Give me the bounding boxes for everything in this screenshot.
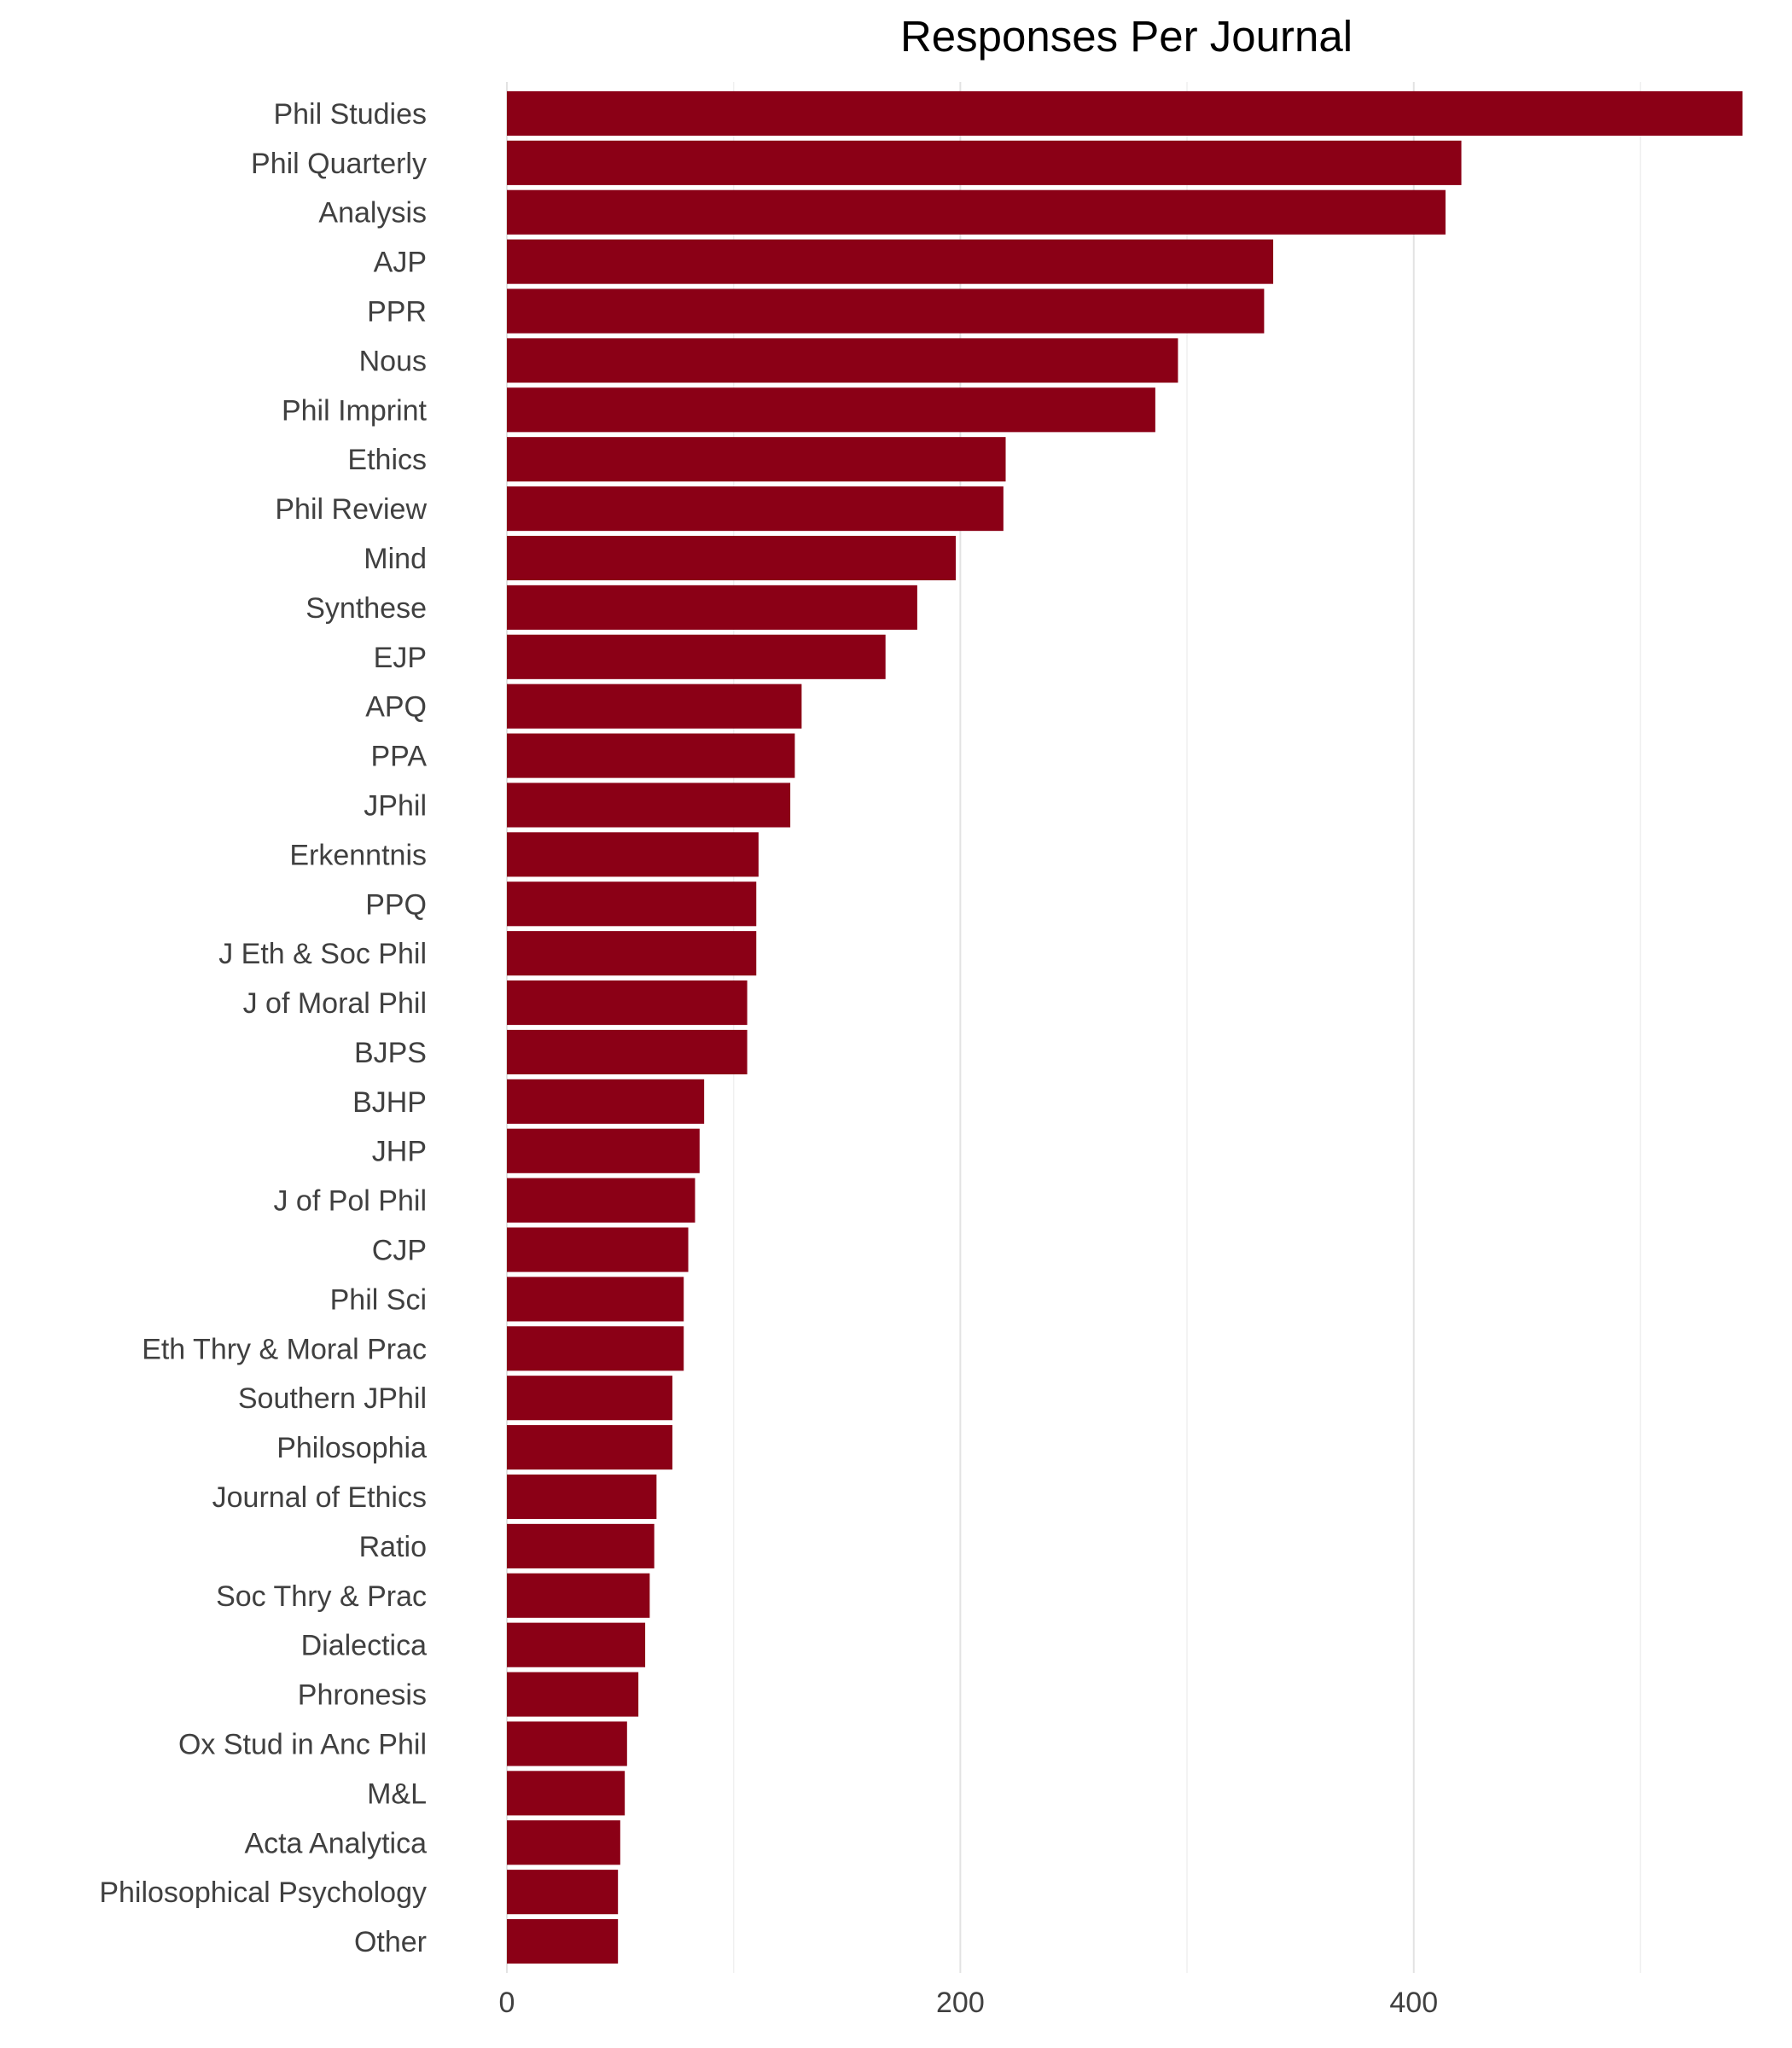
bar bbox=[507, 1523, 655, 1568]
bar bbox=[507, 1820, 620, 1865]
x-axis-ticks: 0 200 400 bbox=[499, 1987, 1439, 2019]
category-label: Erkenntnis bbox=[289, 839, 427, 871]
bar bbox=[507, 338, 1178, 383]
category-label: J Eth & Soc Phil bbox=[218, 938, 427, 970]
bar bbox=[507, 1919, 619, 1964]
bar bbox=[507, 1227, 689, 1272]
bar bbox=[507, 634, 886, 679]
category-label: PPA bbox=[370, 741, 427, 773]
category-label: CJP bbox=[372, 1235, 427, 1267]
bar bbox=[507, 1870, 619, 1915]
bar bbox=[507, 140, 1462, 185]
category-label: Synthese bbox=[305, 592, 427, 625]
category-label: Phil Review bbox=[275, 493, 427, 526]
category-label: Ratio bbox=[359, 1531, 427, 1563]
category-label: Phil Imprint bbox=[282, 394, 428, 427]
x-tick-label: 200 bbox=[936, 1987, 985, 2019]
bar bbox=[507, 1277, 684, 1322]
bar bbox=[507, 1474, 657, 1520]
bar bbox=[507, 1326, 684, 1371]
bar bbox=[507, 387, 1155, 433]
category-label: M&L bbox=[367, 1777, 427, 1810]
bar bbox=[507, 189, 1446, 235]
category-label: Mind bbox=[364, 543, 427, 575]
chart-title: Responses Per Journal bbox=[900, 12, 1353, 61]
bar bbox=[507, 1672, 639, 1717]
bar bbox=[507, 90, 1743, 136]
category-labels: Phil Studies Phil Quarterly Analysis AJP PPR… bbox=[99, 98, 427, 1958]
bar bbox=[507, 437, 1006, 482]
category-label: Philosophical Psychology bbox=[99, 1876, 427, 1909]
bar bbox=[507, 486, 1004, 532]
category-label: Southern JPhil bbox=[238, 1382, 427, 1415]
category-label: Soc Thry & Prac bbox=[216, 1580, 427, 1613]
category-label: PPQ bbox=[365, 888, 427, 921]
category-label: J of Moral Phil bbox=[243, 987, 427, 1020]
category-label: Phronesis bbox=[298, 1679, 427, 1712]
category-label: Journal of Ethics bbox=[212, 1481, 427, 1514]
category-label: J of Pol Phil bbox=[273, 1185, 427, 1218]
category-label: JPhil bbox=[364, 789, 427, 822]
bar bbox=[507, 881, 757, 927]
bar bbox=[507, 239, 1274, 284]
category-label: JHP bbox=[372, 1136, 427, 1168]
bar bbox=[507, 1178, 695, 1223]
bar bbox=[507, 288, 1265, 334]
category-label: Philosophia bbox=[276, 1432, 427, 1464]
category-label: Dialectica bbox=[301, 1630, 427, 1662]
category-label: APQ bbox=[365, 691, 427, 724]
category-label: Nous bbox=[359, 345, 427, 377]
bar bbox=[507, 1721, 627, 1766]
bars bbox=[507, 90, 1743, 1964]
bar bbox=[507, 733, 795, 778]
bar bbox=[507, 684, 802, 729]
category-label: BJPS bbox=[354, 1037, 427, 1069]
category-label: EJP bbox=[374, 642, 427, 674]
bar bbox=[507, 1573, 650, 1618]
bar bbox=[507, 585, 917, 630]
category-label: Acta Analytica bbox=[244, 1827, 427, 1859]
category-label: Eth Thry & Moral Prac bbox=[142, 1333, 427, 1365]
bar bbox=[507, 535, 957, 581]
bar bbox=[507, 980, 748, 1026]
category-label: Phil Sci bbox=[330, 1283, 427, 1316]
bar bbox=[507, 783, 791, 828]
x-tick-label: 400 bbox=[1389, 1987, 1438, 2019]
bar bbox=[507, 832, 759, 877]
category-label: Analysis bbox=[318, 197, 427, 230]
bar bbox=[507, 1079, 705, 1124]
bar bbox=[507, 1376, 672, 1421]
category-label: PPR bbox=[367, 296, 427, 329]
bar bbox=[507, 1425, 672, 1470]
x-tick-label: 0 bbox=[499, 1987, 515, 2019]
bar bbox=[507, 1771, 625, 1816]
bar bbox=[507, 1029, 748, 1074]
bar bbox=[507, 1128, 700, 1173]
category-label: Ethics bbox=[347, 444, 427, 476]
category-label: AJP bbox=[374, 247, 427, 279]
category-label: BJHP bbox=[352, 1086, 427, 1119]
category-label: Other bbox=[354, 1926, 427, 1958]
bar bbox=[507, 1622, 646, 1667]
category-label: Ox Stud in Anc Phil bbox=[178, 1728, 427, 1760]
category-label: Phil Studies bbox=[273, 98, 427, 131]
category-label: Phil Quarterly bbox=[251, 148, 427, 180]
bar bbox=[507, 931, 757, 976]
